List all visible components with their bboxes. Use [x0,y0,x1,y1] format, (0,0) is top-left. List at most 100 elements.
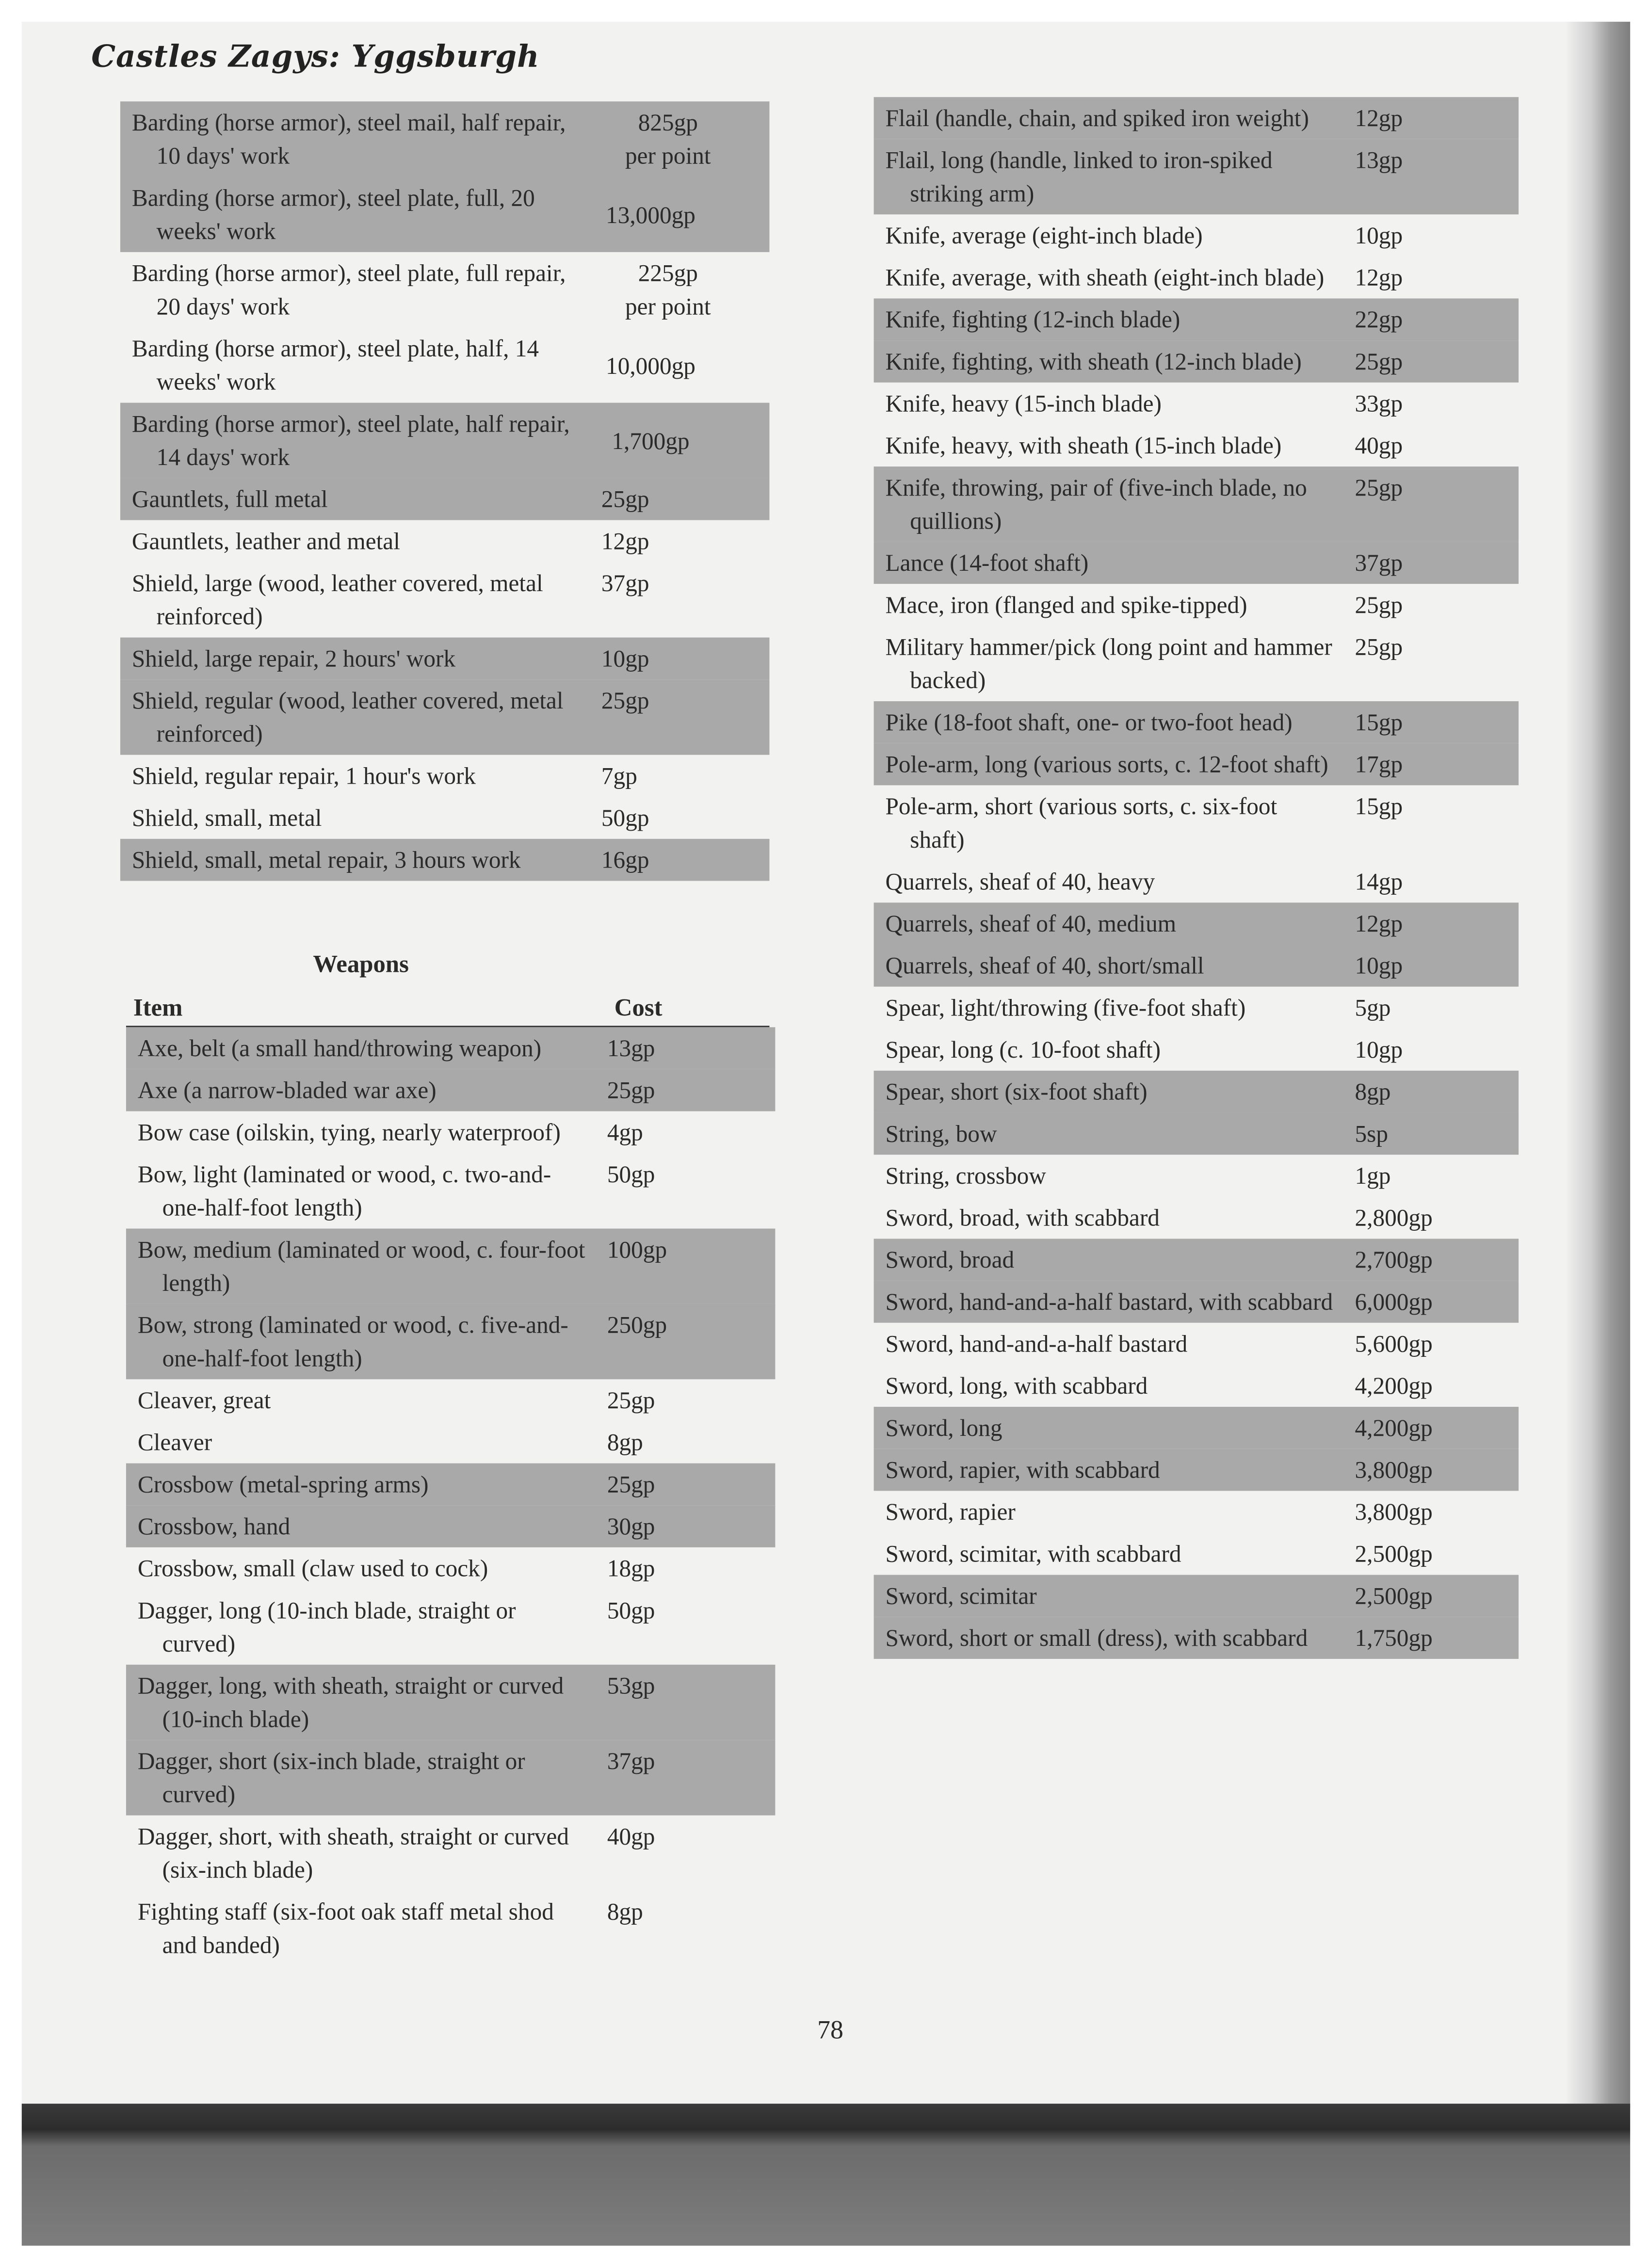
item-cost: 5gp [1355,994,1391,1022]
item-cost: 50gp [601,804,649,832]
item-cost: 18gp [607,1554,655,1582]
table-row: Knife, heavy (15-inch blade) 33gp [874,383,1519,425]
item-name: Knife, heavy (15-inch blade) [885,389,1162,418]
table-row: Bow, medium (laminated or wood, c. four-… [126,1228,776,1304]
item-cost: 50gp [607,1160,655,1188]
table-row: Knife, throwing, pair of (five-inch blad… [873,466,1519,542]
gutter-shadow [1565,21,1631,2108]
item-name: Shield, regular (wood, leather covered, … [131,687,564,748]
item-cost: 16gp [601,846,649,874]
item-name: Pole-arm, long (various sorts, c. 12-foo… [885,750,1328,778]
item-name: Flail, long (handle, linked to iron-spik… [885,146,1273,208]
table-row: Dagger, short (six-inch blade, straight … [126,1740,776,1816]
item-cost: 25gp [1355,473,1403,501]
table-row: Barding (horse armor), steel plate, full… [120,252,769,327]
item-cost: 1,700gp [612,426,690,454]
item-cost: 25gp [607,1076,655,1104]
item-cost: 12gp [1355,104,1403,132]
table-row: Knife, fighting (12-inch blade) 22gp [873,298,1519,341]
column-header-item: Item [133,994,183,1022]
item-cost: 33gp [1355,389,1403,418]
item-name: Barding (horse armor), steel plate, full… [131,259,566,321]
item-cost: 6,000gp [1355,1288,1433,1316]
item-cost: 15gp [1355,708,1403,736]
page-title: Castles Zagys: Yggsburgh [91,37,540,74]
item-cost: 10gp [601,644,649,673]
item-name: Pole-arm, short (various sorts, c. six-f… [885,792,1277,853]
item-name: Axe, belt (a small hand/throwing weapon) [137,1034,542,1062]
item-cost: 10gp [1355,222,1403,249]
table-row: Spear, short (six-foot shaft) 8gp [873,1070,1519,1113]
item-cost: 4,200gp [1355,1372,1433,1400]
table-row: Sword, hand-and-a-half bastard, with sca… [873,1281,1519,1323]
table-row: Axe (a narrow-bladed war axe) 25gp [126,1069,776,1111]
item-cost: 15gp [1355,792,1403,820]
item-cost: 2,500gp [1355,1582,1433,1610]
table-row: Barding (horse armor), steel mail, half … [120,101,770,177]
item-name: Barding (horse armor), steel plate, half… [131,410,570,471]
item-name: Dagger, long (10-inch blade, straight or… [137,1596,516,1657]
item-cost: 10gp [1355,1036,1403,1063]
table-row: Sword, scimitar, with scabbard 2,500gp [874,1533,1519,1575]
weapons-table-right: Flail (handle, chain, and spiked iron we… [873,97,1519,1659]
item-cost: 25gp [1355,633,1403,661]
item-cost: 25gp [601,485,649,513]
table-row: Gauntlets, full metal 25gp [120,478,770,520]
table-row: Sword, broad 2,700gp [873,1239,1519,1281]
item-name: Knife, average (eight-inch blade) [885,222,1203,249]
item-name: Gauntlets, full metal [131,485,328,513]
table-row: Flail (handle, chain, and spiked iron we… [873,97,1519,139]
item-name: Barding (horse armor), steel mail, half … [131,109,566,170]
item-cost: 25gp [607,1386,655,1414]
table-row: Barding (horse armor), steel plate, half… [120,327,769,402]
table-row: Pike (18-foot shaft, one- or two-foot he… [873,701,1519,743]
item-cost: 53gp [607,1672,655,1700]
item-cost: 8gp [607,1428,643,1456]
item-name: Gauntlets, leather and metal [131,527,400,555]
item-name: Bow, strong (laminated or wood, c. five-… [137,1311,568,1372]
table-row: Shield, small, metal 50gp [120,797,769,839]
item-name: Shield, large repair, 2 hours' work [131,644,456,673]
item-name: Quarrels, sheaf of 40, medium [885,910,1177,938]
table-row: Barding (horse armor), steel plate, full… [120,177,770,252]
table-row: Crossbow, hand 30gp [126,1505,776,1547]
item-name: String, crossbow [885,1162,1046,1190]
page-number: 78 [817,2015,843,2044]
binding-band [21,2104,1631,2246]
table-row: Crossbow (metal-spring arms) 25gp [126,1463,776,1506]
item-cost: 12gp [1355,263,1403,291]
item-name: Dagger, long, with sheath, straight or c… [137,1672,564,1733]
table-row: Knife, average (eight-inch blade) 10gp [874,214,1519,257]
table-row: Shield, small, metal repair, 3 hours wor… [120,838,770,881]
item-name: Dagger, short, with sheath, straight or … [137,1822,569,1884]
item-cost: 25gp [1355,348,1403,375]
table-row: Bow, strong (laminated or wood, c. five-… [126,1303,776,1380]
item-cost: 50gp [607,1596,655,1625]
item-name: Dagger, short (six-inch blade, straight … [137,1747,525,1808]
table-row: Shield, regular (wood, leather covered, … [120,679,770,755]
item-cost: 22gp [1355,306,1403,334]
item-name: Quarrels, sheaf of 40, heavy [885,868,1155,896]
table-row: Cleaver 8gp [126,1421,775,1464]
item-cost: 7gp [601,762,637,790]
item-cost: 3,800gp [1355,1456,1433,1484]
item-cost: 25gp [601,687,649,714]
item-name: Knife, throwing, pair of (five-inch blad… [885,473,1307,535]
item-cost: 10,000gp [606,351,695,379]
item-name: Axe (a narrow-bladed war axe) [137,1076,436,1104]
table-row: Bow, light (laminated or wood, c. two-an… [126,1153,775,1228]
table-row: Sword, rapier 3,800gp [874,1491,1519,1533]
item-name: Sword, hand-and-a-half bastard, with sca… [885,1288,1333,1316]
table-row: Cleaver, great 25gp [126,1379,775,1421]
item-name: Quarrels, sheaf of 40, short/small [885,951,1204,980]
item-cost: 4,200gp [1355,1414,1433,1442]
item-cost: 2,700gp [1355,1246,1433,1274]
table-row: Sword, broad, with scabbard 2,800gp [874,1197,1519,1239]
table-row: Spear, long (c. 10-foot shaft) 10gp [874,1029,1519,1071]
item-name: Fighting staff (six-foot oak staff metal… [137,1898,554,1959]
item-cost: 825gp per point [625,109,711,170]
item-name: Bow case (oilskin, tying, nearly waterpr… [137,1118,561,1146]
item-cost: 25gp [1355,591,1403,619]
item-cost: 225gp per point [625,259,711,321]
item-name: Shield, large (wood, leather covered, me… [131,569,543,630]
